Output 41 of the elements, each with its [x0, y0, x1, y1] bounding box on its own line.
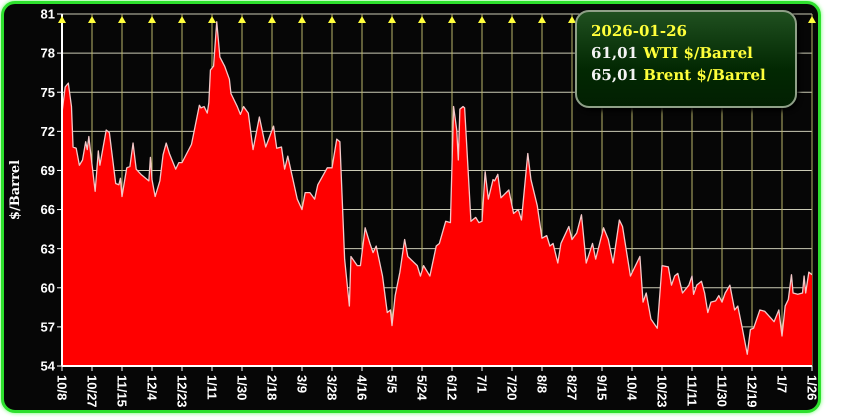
y-tick-label: 69	[40, 163, 55, 178]
y-tick-label: 60	[40, 280, 55, 296]
x-tick-label: 11/11	[684, 375, 700, 406]
y-tick-label: 81	[40, 6, 55, 22]
y-tick-label: 63	[40, 241, 55, 256]
x-tick-label: 11/30	[714, 375, 730, 407]
x-tick-label: 7/20	[504, 375, 520, 400]
x-tick-label: 8/8	[534, 375, 550, 394]
x-tick-label: 3/28	[324, 375, 340, 400]
x-tick-label: 1/30	[234, 375, 250, 400]
x-tick-label: 3/9	[294, 375, 310, 394]
y-tick-label: 66	[40, 202, 55, 218]
x-tick-label: 4/16	[354, 375, 370, 400]
annotation: 61,01 WTI $/Barrel	[591, 44, 753, 62]
y-tick-label: 54	[40, 358, 56, 374]
annotation: 2026-01-26	[591, 21, 688, 42]
x-tick-label: 10/4	[624, 375, 640, 402]
x-tick-label: 2/18	[264, 375, 280, 400]
y-axis-title: $/Barrel	[8, 160, 22, 220]
annotation: 65,01 Brent $/Barrel	[591, 66, 766, 84]
x-tick-label: 5/5	[384, 375, 400, 394]
x-tick-label: 5/24	[414, 375, 430, 402]
x-tick-label: 1/7	[774, 375, 790, 394]
x-tick-label: 1/26	[804, 375, 820, 400]
x-tick-label: 7/1	[474, 375, 490, 394]
x-tick-label: 12/19	[744, 375, 760, 408]
x-tick-label: 11/15	[114, 375, 130, 407]
y-tick-label: 75	[40, 84, 55, 100]
x-tick-label: 10/27	[84, 375, 100, 408]
y-tick-label: 78	[40, 46, 55, 61]
x-tick-label: 10/8	[54, 375, 70, 400]
y-tick-label: 72	[40, 124, 55, 139]
x-tick-label: 10/23	[654, 375, 670, 408]
x-tick-label: 9/15	[594, 375, 610, 400]
x-tick-label: 12/23	[174, 375, 190, 408]
x-tick-label: 12/4	[144, 375, 160, 402]
x-tick-label: 1/11	[204, 375, 220, 400]
x-tick-label: 6/12	[444, 375, 460, 400]
x-tick-label: 8/27	[564, 375, 580, 400]
info-box: 2026-01-26 61,01 WTI $/Barrel 65,01 Brent $/Barrel	[575, 10, 797, 108]
y-tick-label: 57	[40, 320, 55, 335]
